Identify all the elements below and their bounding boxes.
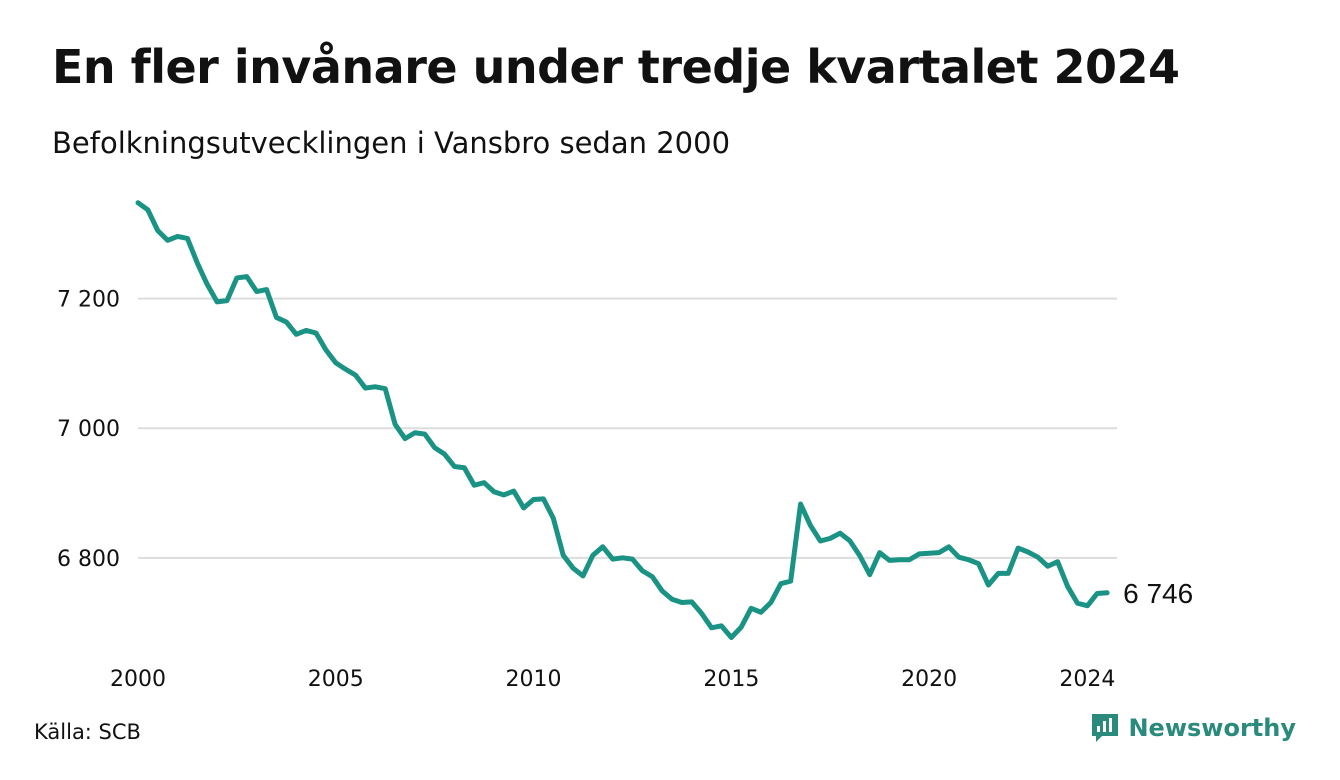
x-tick-label: 2005	[308, 667, 364, 692]
x-tick-label: 2020	[901, 667, 957, 692]
end-value-label: 6 746	[1123, 578, 1193, 609]
newsworthy-logo-icon	[1092, 714, 1119, 742]
y-tick-label: 6 800	[57, 547, 120, 572]
x-tick-label: 2010	[506, 667, 562, 692]
y-axis-ticks: 6 800 7 000 7 200	[57, 288, 120, 572]
x-axis-ticks: 2000 2005 2010 2015 2020 2024	[110, 667, 1115, 692]
x-tick-label: 2024	[1059, 667, 1115, 692]
x-tick-label: 2000	[110, 667, 166, 692]
brand-name: Newsworthy	[1128, 714, 1296, 742]
chart-title: En fler invånare under tredje kvartalet …	[52, 40, 1180, 94]
x-tick-label: 2015	[703, 667, 759, 692]
y-tick-label: 7 000	[57, 417, 120, 442]
gridlines	[138, 297, 1117, 559]
population-line	[135, 200, 1110, 641]
source-note: Källa: SCB	[34, 720, 141, 744]
chart-subtitle: Befolkningsutvecklingen i Vansbro sedan …	[52, 126, 731, 160]
y-tick-label: 7 200	[57, 288, 120, 313]
brand-logo: Newsworthy	[1090, 712, 1296, 744]
